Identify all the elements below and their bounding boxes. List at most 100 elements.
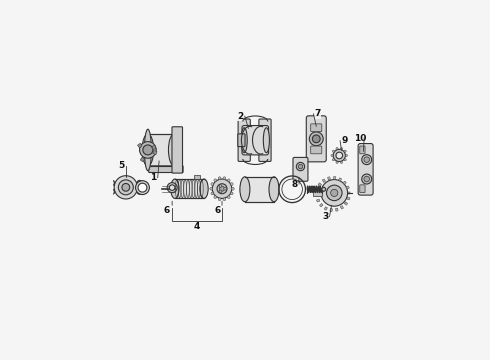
Circle shape [345, 154, 347, 157]
Bar [316, 194, 318, 196]
Circle shape [136, 181, 149, 194]
Circle shape [313, 135, 320, 143]
Circle shape [227, 196, 230, 199]
Ellipse shape [240, 177, 250, 202]
Circle shape [143, 145, 153, 155]
Text: 10: 10 [354, 134, 366, 143]
Circle shape [296, 162, 305, 171]
Bar [347, 192, 350, 194]
Bar [347, 197, 350, 200]
Circle shape [223, 177, 226, 180]
Circle shape [331, 189, 338, 197]
Text: 2: 2 [238, 112, 244, 121]
Circle shape [322, 187, 326, 191]
Circle shape [227, 179, 230, 182]
Text: 6: 6 [215, 206, 221, 215]
Ellipse shape [263, 128, 270, 153]
FancyBboxPatch shape [293, 157, 308, 181]
Circle shape [230, 183, 233, 185]
Circle shape [364, 157, 369, 162]
Bar [340, 206, 343, 209]
Text: 6: 6 [164, 206, 170, 215]
Circle shape [362, 155, 372, 165]
Circle shape [220, 186, 224, 191]
Ellipse shape [269, 177, 279, 202]
Bar [336, 208, 338, 211]
Circle shape [219, 185, 222, 188]
Ellipse shape [145, 129, 151, 171]
Circle shape [231, 187, 234, 190]
Text: 8: 8 [292, 180, 298, 189]
FancyBboxPatch shape [238, 134, 245, 147]
Circle shape [211, 192, 214, 195]
Circle shape [336, 161, 338, 163]
Bar [338, 178, 342, 181]
Circle shape [137, 180, 142, 185]
Circle shape [223, 187, 226, 190]
Circle shape [298, 164, 303, 169]
Bar [140, 157, 145, 162]
Circle shape [138, 183, 147, 192]
Circle shape [218, 177, 221, 180]
Bar [319, 203, 323, 207]
Ellipse shape [171, 179, 179, 198]
Bar [314, 190, 322, 195]
Bar [318, 183, 321, 186]
Circle shape [217, 184, 227, 194]
Circle shape [110, 180, 115, 185]
FancyBboxPatch shape [172, 127, 182, 173]
Circle shape [211, 183, 214, 185]
Circle shape [218, 198, 221, 201]
Circle shape [114, 176, 138, 199]
Bar [175, 179, 204, 198]
Bar [316, 188, 319, 191]
Bar [152, 145, 156, 149]
Circle shape [137, 189, 142, 194]
Bar [330, 208, 333, 212]
FancyBboxPatch shape [360, 146, 365, 154]
Circle shape [321, 180, 347, 206]
Circle shape [210, 187, 213, 190]
Circle shape [336, 148, 338, 150]
FancyBboxPatch shape [148, 166, 183, 172]
Circle shape [344, 159, 346, 161]
Circle shape [309, 132, 323, 146]
FancyBboxPatch shape [360, 185, 365, 193]
FancyBboxPatch shape [358, 144, 373, 195]
Ellipse shape [142, 134, 153, 166]
Text: 4: 4 [194, 222, 200, 231]
Circle shape [214, 179, 217, 182]
Circle shape [326, 185, 342, 201]
Bar [333, 176, 336, 180]
Bar [138, 143, 142, 148]
Circle shape [223, 198, 226, 201]
Text: 3: 3 [322, 212, 328, 221]
Circle shape [364, 176, 369, 182]
Ellipse shape [200, 179, 208, 198]
FancyBboxPatch shape [259, 119, 271, 161]
Circle shape [362, 174, 372, 184]
Circle shape [110, 189, 115, 194]
Circle shape [122, 184, 130, 191]
Bar [195, 175, 200, 179]
Bar [346, 186, 349, 189]
Bar [343, 181, 346, 185]
Text: 9: 9 [341, 136, 347, 145]
Bar [344, 202, 348, 205]
Circle shape [212, 179, 232, 198]
Circle shape [119, 180, 133, 195]
Circle shape [219, 190, 222, 193]
Bar [148, 134, 174, 166]
Bar [324, 207, 327, 210]
FancyBboxPatch shape [242, 126, 269, 155]
Bar [245, 177, 274, 202]
FancyBboxPatch shape [311, 124, 322, 132]
FancyBboxPatch shape [306, 116, 326, 162]
Bar [153, 150, 157, 154]
Text: 5: 5 [119, 161, 125, 170]
Circle shape [333, 149, 345, 162]
FancyBboxPatch shape [311, 146, 322, 154]
Circle shape [341, 148, 343, 150]
Circle shape [230, 192, 233, 195]
Circle shape [214, 196, 217, 199]
